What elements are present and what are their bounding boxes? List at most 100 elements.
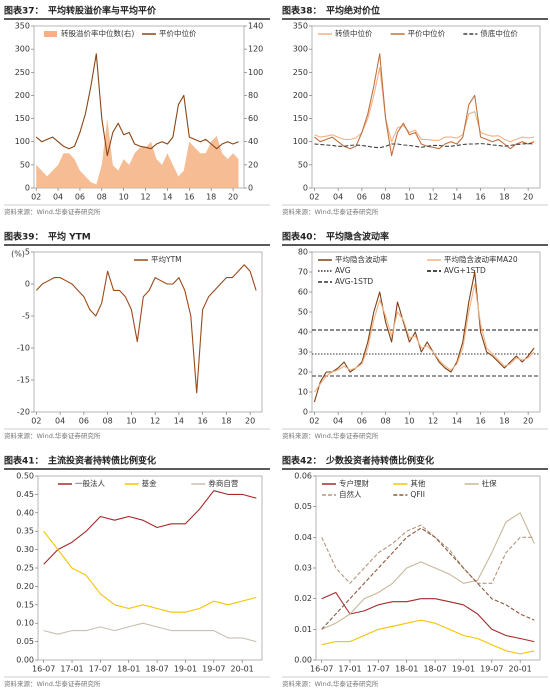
legend-label: 社保 (482, 478, 497, 488)
panel-label: 图表41： (4, 455, 44, 467)
y-tick-label: 0 (25, 184, 30, 193)
y-tick-label: 250 (15, 68, 30, 77)
x-tick-label: 02 (31, 417, 41, 426)
legend-label: 转股溢价率中位数(右) (61, 28, 134, 38)
y-tick-label: 0.15 (16, 600, 34, 609)
legend-label: 基金 (142, 478, 157, 488)
source-note: 资料来源：Wind,华泰证券研究所 (282, 431, 379, 440)
line (43, 490, 257, 565)
source-note: 资料来源：Wind,华泰证券研究所 (282, 207, 379, 216)
y-tick-label: 0.06 (294, 472, 312, 481)
y2-tick-label: 0 (248, 184, 253, 193)
y-tick-label: 300 (15, 45, 30, 54)
y-tick-label: 200 (15, 91, 30, 100)
legend-label: AVG (335, 266, 351, 275)
y-tick-label: 10 (298, 388, 308, 397)
x-tick-label: 19-07 (480, 665, 503, 674)
source-note: 资料来源：Wind,华泰证券研究所 (4, 679, 101, 688)
x-tick-label: 04 (333, 193, 343, 202)
y-tick-label: 20 (298, 368, 308, 377)
legend-label: 自然人 (339, 489, 362, 499)
y-tick-label: 150 (293, 114, 308, 123)
x-tick-label: 10 (404, 417, 414, 426)
panel-title: 平均 YTM (48, 231, 91, 243)
x-tick-label: 16 (198, 417, 208, 426)
x-tick-label: 14 (452, 193, 462, 202)
x-tick-label: 12 (150, 417, 160, 426)
x-tick-label: 17-01 (338, 665, 361, 674)
x-tick-label: 04 (333, 417, 343, 426)
y-tick-label: 0 (303, 408, 308, 417)
x-tick-label: 20 (245, 417, 255, 426)
x-tick-label: 08 (103, 417, 113, 426)
x-tick-label: 20 (523, 417, 533, 426)
y2-tick-label: 40 (248, 137, 258, 146)
y-tick-label: 250 (293, 68, 308, 77)
y-tick-label: 70 (298, 268, 308, 277)
y-tick-label: 0.00 (294, 656, 312, 665)
x-tick-label: 19-01 (174, 665, 197, 674)
line (321, 619, 535, 655)
x-tick-label: 02 (309, 193, 319, 202)
line (314, 67, 535, 143)
legend-label: 券商自营 (208, 478, 238, 488)
x-tick-label: 18 (221, 417, 231, 426)
y-tick-label: 200 (293, 91, 308, 100)
y-tick-label: 50 (20, 160, 30, 169)
x-tick-label: 20 (228, 193, 238, 202)
y2-tick-label: 100 (248, 68, 263, 77)
y2-tick-label: 80 (248, 91, 258, 100)
legend-label: 平价中位价 (159, 28, 197, 38)
x-tick-label: 16 (184, 193, 194, 202)
x-tick-label: 12 (428, 193, 438, 202)
x-tick-label: 20-01 (509, 665, 532, 674)
x-tick-label: 18 (206, 193, 216, 202)
x-tick-label: 18 (499, 417, 509, 426)
y-tick-label: 300 (293, 45, 308, 54)
y-tick-label: 0.01 (294, 625, 312, 634)
line (321, 527, 535, 630)
y2-tick-label: 20 (248, 160, 258, 169)
x-tick-label: 06 (79, 417, 89, 426)
x-tick-label: 12 (428, 417, 438, 426)
legend-label: 其他 (410, 478, 425, 488)
x-tick-label: 16 (476, 193, 486, 202)
panel-title: 主流投资者持转债比例变化 (48, 455, 156, 467)
line (43, 622, 257, 643)
line (321, 512, 535, 630)
legend-label: 平均隐含波动率 (335, 254, 388, 264)
source-note: 资料来源：Wind,华泰证券研究所 (282, 679, 379, 688)
legend-label: 一般法人 (75, 478, 105, 488)
x-tick-label: 06 (357, 193, 367, 202)
y-tick-label: 60 (298, 288, 308, 297)
x-tick-label: 10 (404, 193, 414, 202)
x-tick-label: 16-07 (310, 665, 333, 674)
legend-label: 平均隐含波动率MA20 (444, 254, 518, 264)
x-tick-label: 16-07 (32, 665, 55, 674)
y-tick-label: 0 (303, 184, 308, 193)
y-tick-label: 0.10 (16, 619, 34, 628)
y-tick-label: 0.25 (16, 564, 34, 573)
panel-label: 图表37： (4, 5, 44, 17)
plot-frame (311, 25, 541, 189)
line (313, 283, 535, 393)
x-tick-label: 18-07 (145, 665, 168, 674)
legend-label: 平均YTM (151, 254, 182, 264)
y-tick-label: 0.00 (16, 656, 34, 665)
y-tick-label: 0.02 (294, 594, 312, 603)
y2-tick-label: 120 (248, 45, 263, 54)
x-tick-label: 10 (126, 417, 136, 426)
y-tick-label: 5 (25, 248, 30, 257)
y-tick-label: 40 (298, 328, 308, 337)
y2-tick-label: 140 (248, 22, 263, 31)
y2-tick-label: 60 (248, 114, 258, 123)
legend-label: 债底中位价 (480, 28, 518, 38)
panel-label: 图表42： (282, 455, 322, 467)
y-tick-label: 50 (298, 308, 308, 317)
x-tick-label: 18-07 (423, 665, 446, 674)
y-tick-label: 0.05 (16, 637, 34, 646)
x-tick-label: 18-01 (117, 665, 140, 674)
y-tick-label: 0.03 (294, 564, 312, 573)
y-tick-label: 30 (298, 348, 308, 357)
